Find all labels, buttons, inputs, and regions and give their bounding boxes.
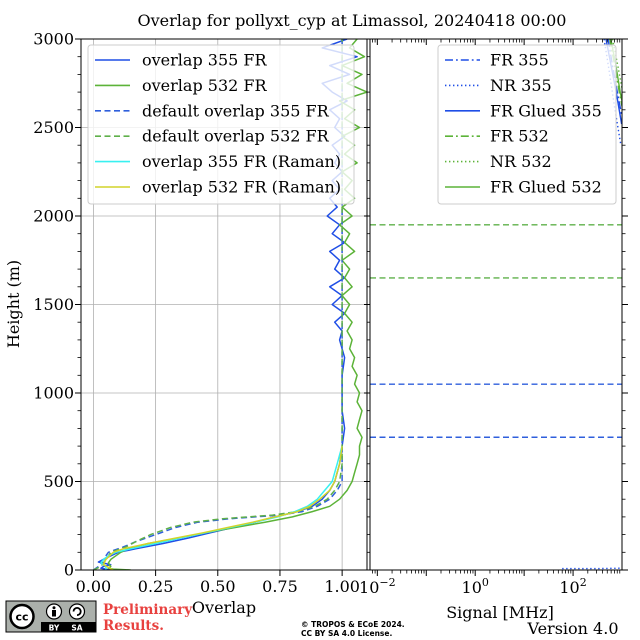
version-label: Version 4.0 — [527, 619, 619, 638]
y-tick-label: 2000 — [33, 207, 74, 226]
legend-label-fr-glued-355: FR Glued 355 — [490, 101, 602, 120]
cc-icon — [9, 603, 35, 630]
legend-label-overlap-532-fr: overlap 532 FR — [142, 76, 268, 95]
badge-band — [41, 622, 96, 632]
share-alike-icon — [68, 603, 86, 620]
results-label: Results. — [103, 618, 164, 634]
legend-label-fr-355: FR 355 — [490, 51, 549, 70]
sa-label: SA — [71, 623, 82, 632]
license-line: CC BY SA 4.0 License. — [301, 629, 392, 638]
y-tick-label: 0 — [64, 561, 74, 580]
y-tick-label: 3000 — [33, 30, 74, 49]
x-tick-label: 100 — [462, 576, 489, 597]
left-x-axis-label: Overlap — [192, 598, 256, 617]
y-tick-label: 1500 — [33, 295, 74, 314]
x-tick-label: 102 — [559, 576, 586, 597]
right-legend: FR 355 NR 355 FR Glued 355 FR 532 NR 532 FR G… — [437, 44, 617, 205]
right-x-axis-label: Signal [MHz] — [446, 603, 554, 622]
x-tick-label: 10−2 — [359, 576, 396, 597]
left-legend: overlap 355 FR overlap 532 FR default over… — [87, 44, 355, 205]
series-line-default-overlap-355-fr — [92, 39, 343, 570]
legend-label-overlap-532-fr-raman: overlap 532 FR (Raman) — [142, 178, 341, 197]
legend-label-fr-532: FR 532 — [490, 127, 549, 146]
axes-frames-and-ticks: 0.00 0.25 0.50 0.75 1.0005001000150020002500… — [33, 30, 628, 597]
y-axis-label: Height (m) — [4, 260, 23, 348]
legend-label-overlap-355-fr: overlap 355 FR — [142, 51, 268, 70]
share-alike-icon-arc — [72, 607, 82, 617]
y-tick-label: 2500 — [33, 118, 74, 137]
series-line-overlap-532-fr-raman — [102, 445, 343, 570]
x-tick-label-exponent: 0 — [482, 576, 489, 589]
legend-label-overlap-355-fr-raman: overlap 355 FR (Raman) — [142, 152, 341, 171]
legend-label-nr-355: NR 355 — [490, 76, 552, 95]
by-label: BY — [49, 623, 60, 632]
cc-icon-text: cc — [15, 611, 28, 624]
legend-frame — [437, 44, 617, 205]
legend-label-default-overlap-355-fr: default overlap 355 FR — [142, 101, 330, 120]
x-tick-label-base: 10 — [559, 578, 579, 597]
x-tick-label-base: 10 — [359, 578, 379, 597]
chart-title: Overlap for pollyxt_cyp at Limassol, 202… — [138, 11, 567, 30]
copyright-line: © TROPOS & ECoE 2024. — [301, 620, 405, 629]
x-tick-label: 0.25 — [138, 577, 174, 596]
cc-by-sa-license-badge: cc BY SA — [5, 600, 97, 633]
attribution-icon-head — [52, 606, 56, 610]
x-tick-label-exponent: 2 — [580, 576, 587, 589]
x-tick-label: 0.00 — [76, 577, 112, 596]
preliminary-label: Preliminary — [103, 602, 193, 618]
x-tick-label-base: 10 — [462, 578, 482, 597]
x-tick-label: 1.00 — [324, 577, 360, 596]
series-line-fr-355 — [607, 39, 622, 118]
x-tick-label: 0.50 — [200, 577, 236, 596]
x-tick-label-exponent: −2 — [379, 576, 395, 589]
legend-frame — [87, 44, 355, 205]
attribution-icon-body — [52, 610, 56, 617]
legend-label-default-overlap-532-fr: default overlap 532 FR — [142, 127, 330, 146]
y-tick-label: 500 — [43, 472, 74, 491]
legend-label-nr-532: NR 532 — [490, 152, 552, 171]
y-tick-label: 1000 — [33, 384, 74, 403]
x-tick-label: 0.75 — [262, 577, 298, 596]
legend-label-fr-glued-532: FR Glued 532 — [490, 178, 602, 197]
